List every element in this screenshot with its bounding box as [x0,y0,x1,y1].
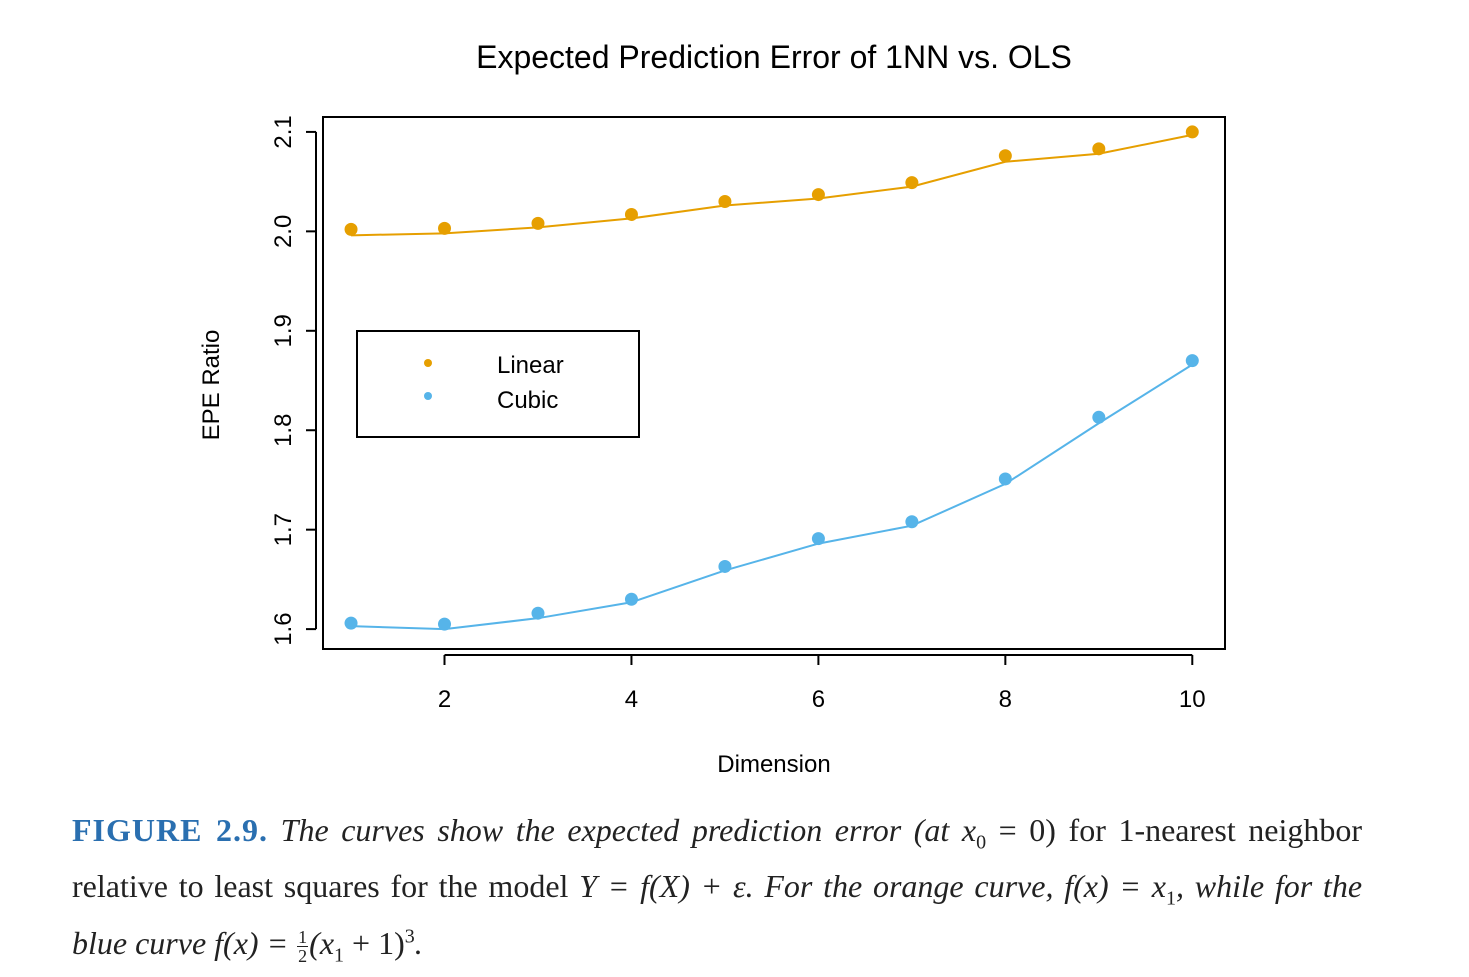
data-point-linear [624,207,638,221]
y-tick-label: 2.0 [270,215,297,248]
blue-end: + 1) [344,924,405,961]
y-tick-label: 1.9 [270,314,297,347]
plot-frame [322,116,1226,650]
data-point-cubic [1185,354,1199,368]
data-point-linear [1185,125,1199,139]
series-layer [344,125,1199,631]
y-tick-label: 1.8 [270,414,297,447]
x-axis-label: Dimension [717,751,830,778]
data-point-linear [811,188,825,202]
legend-label-cubic: Cubic [497,387,558,414]
blue-sub: 1 [334,944,345,967]
data-point-linear [905,176,919,190]
data-point-linear [1092,142,1106,156]
data-point-linear [718,195,732,209]
legend-marker-cubic [424,392,432,400]
caption-part5: . [414,924,423,961]
legend-marker-linear [424,359,432,367]
data-point-cubic [344,616,358,630]
y-tick-label: 1.7 [270,513,297,546]
data-point-linear [344,222,358,236]
y-axis-label: EPE Ratio [198,330,225,441]
data-point-cubic [438,617,452,631]
x-tick-label: 8 [999,686,1012,713]
x-tick-label: 10 [1179,686,1206,713]
legend-label-linear: Linear [497,352,564,379]
data-point-linear [438,221,452,235]
data-point-cubic [1092,410,1106,424]
x-tick-label: 4 [625,686,638,713]
legend: Linear Cubic [356,330,640,438]
series-line-cubic [351,363,1193,631]
figure-caption: FIGURE 2.9. The curves show the expected… [72,808,1362,977]
orange-sub: 1 [1165,887,1176,910]
figure-label: FIGURE 2.9. [72,812,269,848]
chart-svg: Expected Prediction Error of 1NN vs. OLS… [198,39,1226,778]
axis-layer: 1.6 1.7 1.8 1.9 2.0 2.1 2 4 6 8 10 [270,115,1206,713]
model-formula: Y = f(X) + ε [579,868,746,905]
blue-rest: (x [309,924,335,961]
frac-num: 1 [297,926,309,947]
data-point-linear [998,149,1012,163]
legend-box [356,330,640,438]
y-tick-label: 1.6 [270,612,297,645]
series-line-linear [351,133,1193,237]
data-point-cubic [718,559,732,573]
data-point-linear [531,216,545,230]
data-point-cubic [905,515,919,529]
blue-exp: 3 [404,925,415,948]
data-point-cubic [531,606,545,620]
caption-text: The curves show the expected prediction … [72,812,1363,966]
caption-part1: The curves show the expected prediction … [280,812,962,848]
blue-formula: f(x) = [214,924,297,961]
caption-part2: = 0) for 1-nearest neighbor relative to … [72,812,1363,905]
x-tick-label: 6 [812,686,825,713]
data-point-cubic [811,532,825,546]
data-point-cubic [624,592,638,606]
caption-part3: . For the orange curve, [745,868,1065,905]
orange-formula: f(x) = x [1064,868,1166,905]
x0-var: x [961,812,977,848]
x0-sub: 0 [976,831,987,854]
x-tick-label: 2 [438,686,451,713]
chart-title: Expected Prediction Error of 1NN vs. OLS [476,39,1072,75]
y-tick-label: 2.1 [270,115,297,148]
frac-den: 2 [298,945,308,966]
data-point-cubic [998,472,1012,486]
